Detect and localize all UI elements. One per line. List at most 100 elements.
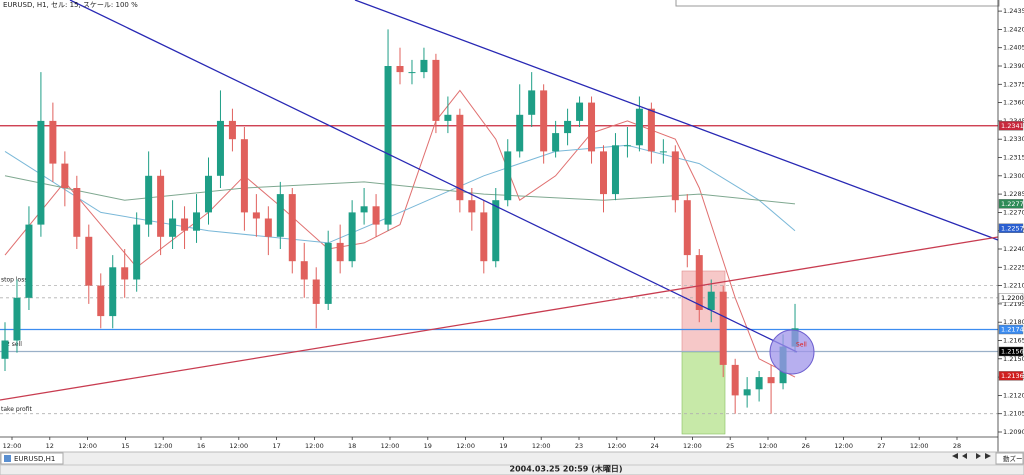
chart-title: EURUSD, H1, セル: 15, スケール: 100 %: [3, 1, 138, 9]
candle-body: [659, 151, 667, 153]
candle-body: [157, 175, 165, 237]
price-tag-label: 1.2136: [1001, 372, 1024, 380]
y-tick-label: 1.2285: [1003, 190, 1024, 198]
y-tick-label: 1.2225: [1003, 263, 1024, 271]
candle-body: [169, 218, 177, 237]
candle-body: [647, 108, 655, 152]
candle-body: [432, 59, 440, 121]
candle-body: [552, 133, 560, 152]
zoom-label[interactable]: 動ズー: [1003, 454, 1023, 463]
scroll-buttons[interactable]: [952, 453, 991, 459]
candle-body: [695, 255, 703, 310]
candle-body: [133, 224, 141, 280]
x-tick-label: 12:00: [910, 442, 929, 450]
x-tick-label: 28: [953, 442, 961, 450]
y-tick-label: 1.2240: [1003, 245, 1024, 253]
candle-body: [384, 66, 392, 225]
datetime: 2004.03.25 20:59 (木曜日): [510, 464, 623, 474]
y-tick-label: 1.2360: [1003, 99, 1024, 107]
chart-tab[interactable]: [0, 452, 64, 465]
level-annotation: #2 sell: [1, 341, 22, 348]
candle-body: [240, 139, 248, 213]
x-tick-label: 12:00: [229, 442, 248, 450]
candle-body: [61, 163, 69, 188]
candle-body: [480, 212, 488, 262]
scroll-first[interactable]: [952, 453, 958, 459]
y-tick-label: 1.2375: [1003, 80, 1024, 88]
y-tick-label: 1.2090: [1003, 428, 1024, 436]
x-tick-label: 27: [877, 442, 885, 450]
x-tick-label: 15: [121, 442, 129, 450]
candle-body: [456, 114, 464, 201]
x-tick-label: 12:00: [78, 442, 97, 450]
candle-body: [204, 175, 212, 213]
trend-lines: [0, 0, 999, 401]
x-tick-label: 26: [802, 442, 810, 450]
candle-body: [611, 145, 619, 195]
scroll-left[interactable]: [962, 453, 967, 459]
candle-body: [528, 90, 536, 115]
candle-body: [109, 267, 117, 317]
zoom-box[interactable]: [995, 452, 1024, 465]
y-tick-label: 1.2390: [1003, 62, 1024, 70]
x-tick-label: 12:00: [154, 442, 173, 450]
y-tick-label: 1.2345: [1003, 117, 1024, 125]
x-tick-label: 12:00: [834, 442, 853, 450]
x-tick-label: 17: [272, 442, 280, 450]
candle-body: [13, 297, 21, 341]
trend-line: [69, 0, 798, 353]
level-annotation: stop loss: [1, 276, 27, 283]
candle-body: [588, 102, 596, 152]
sell-marker: [769, 329, 815, 375]
candle-body: [121, 267, 129, 280]
x-tick-label: 12:00: [381, 442, 400, 450]
x-tick-label: 12:00: [759, 442, 778, 450]
candle-body: [97, 285, 105, 317]
price-tag: [998, 346, 1024, 357]
candle-body: [420, 59, 428, 73]
x-tick-label: 12:00: [607, 442, 626, 450]
x-tick-label: 12:00: [3, 442, 22, 450]
candle-body: [145, 175, 153, 225]
candle-body: [743, 389, 751, 396]
candle-body: [37, 120, 45, 225]
tab-icon: [4, 455, 11, 462]
x-tick-label: 19: [424, 442, 432, 450]
x-tick-label: 12:00: [456, 442, 475, 450]
y-tick-label: 1.2435: [1003, 7, 1024, 15]
price-tag: [998, 223, 1024, 233]
scroll-last[interactable]: [985, 453, 991, 459]
candle-body: [25, 224, 33, 298]
y-tick-label: 1.2315: [1003, 153, 1024, 161]
x-tick-label: 12:00: [305, 442, 324, 450]
candle-body: [264, 218, 272, 237]
price-tag-label: 1.2174: [1001, 326, 1024, 334]
y-tick-label: 1.2330: [1003, 135, 1024, 143]
y-tick-label: 1.2420: [1003, 25, 1024, 33]
candle-body: [312, 279, 320, 304]
axes: 1.2435 1.2420 1.2405 1.2390 1.2375 1.2360 1.23…: [3, 7, 1024, 450]
candle-body: [193, 212, 201, 231]
candle-body: [276, 194, 284, 237]
candle-body: [181, 218, 189, 231]
candle-body: [73, 187, 81, 237]
candle-body: [540, 90, 548, 152]
level-annotation: take profit: [1, 406, 32, 413]
y-tick-label: 1.2210: [1003, 282, 1024, 290]
candle-body: [372, 206, 380, 225]
y-tick-label: 1.2270: [1003, 208, 1024, 216]
candle-body: [468, 200, 476, 213]
price-tag-label: 1.2341: [1001, 122, 1024, 130]
x-tick-label: 18: [348, 442, 356, 450]
candle-body: [719, 291, 727, 365]
price-tag-label: 1.2277: [1001, 200, 1024, 208]
overlays: [681, 270, 726, 435]
tab-label[interactable]: EURUSD,H1: [14, 455, 55, 463]
candle-body: [516, 114, 524, 152]
profit-zone: [681, 351, 726, 435]
price-tag: [998, 293, 1024, 303]
candle-body: [504, 151, 512, 201]
x-tick-label: 23: [575, 442, 583, 450]
price-tag: [998, 324, 1024, 335]
scroll-right[interactable]: [976, 453, 981, 459]
